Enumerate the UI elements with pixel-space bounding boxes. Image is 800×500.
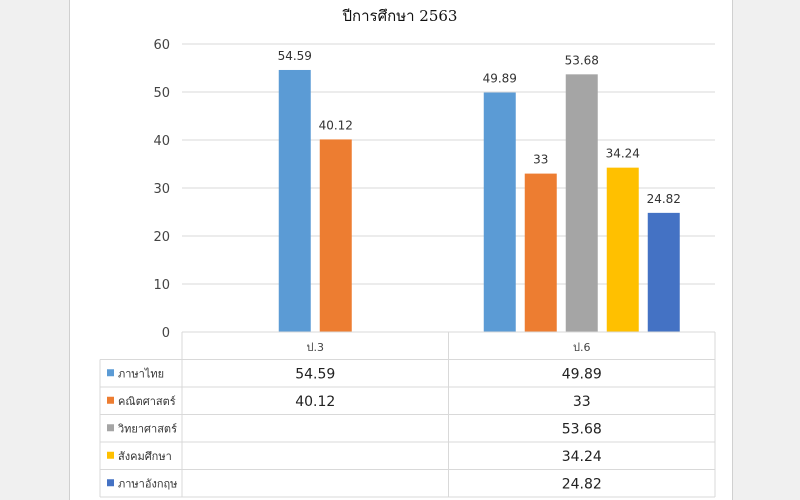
data-label-1-1: 54.59: [278, 49, 312, 63]
y-tick-label-20: 20: [153, 230, 170, 245]
table-cell-3-2: 53.68: [562, 421, 602, 437]
bar-1-2: [319, 139, 352, 332]
table-cell-5-2: 24.82: [562, 476, 602, 492]
table-cell-2-1: 40.12: [295, 394, 335, 410]
legend-key-3: [107, 424, 114, 432]
legend-label-1: ภาษาไทย: [118, 367, 164, 380]
data-label-2-1: 49.89: [483, 72, 517, 86]
data-label-1-2: 40.12: [319, 118, 353, 132]
chart-title: ปีการศึกษา 2563: [342, 7, 458, 25]
legend-key-5: [107, 479, 114, 487]
table-cell-2-2: 33: [573, 394, 591, 410]
category-label-2: ป.6: [573, 341, 590, 354]
legend-label-4: สังคมศึกษา: [118, 450, 172, 463]
y-tick-label-0: 0: [162, 326, 170, 341]
table-cell-4-2: 34.24: [562, 449, 602, 465]
table-cell-1-2: 49.89: [562, 366, 602, 382]
bar-2-5: [647, 212, 680, 332]
table-cell-1-1: 54.59: [295, 366, 335, 382]
y-tick-label-40: 40: [153, 134, 170, 149]
bar-2-2: [524, 173, 557, 332]
data-label-2-3: 53.68: [565, 53, 599, 67]
bar-2-3: [565, 74, 598, 332]
data-label-2-4: 34.24: [606, 147, 640, 161]
y-tick-label-10: 10: [153, 278, 170, 293]
data-label-2-2: 33: [533, 153, 548, 167]
legend-key-4: [107, 451, 114, 459]
legend-key-2: [107, 396, 114, 404]
category-label-1: ป.3: [307, 341, 324, 354]
bar-2-1: [483, 92, 516, 332]
y-tick-label-60: 60: [153, 38, 170, 53]
legend-label-2: คณิตศาสตร์: [118, 395, 176, 408]
bar-1-1: [278, 69, 311, 332]
data-label-2-5: 24.82: [647, 192, 681, 206]
y-tick-label-50: 50: [153, 86, 170, 101]
legend-label-5: ภาษาอังกฤษ: [118, 477, 177, 490]
y-tick-label-30: 30: [153, 182, 170, 197]
bar-2-4: [606, 167, 639, 332]
legend-key-1: [107, 369, 114, 377]
legend-label-3: วิทยาศาสตร์: [117, 422, 177, 435]
